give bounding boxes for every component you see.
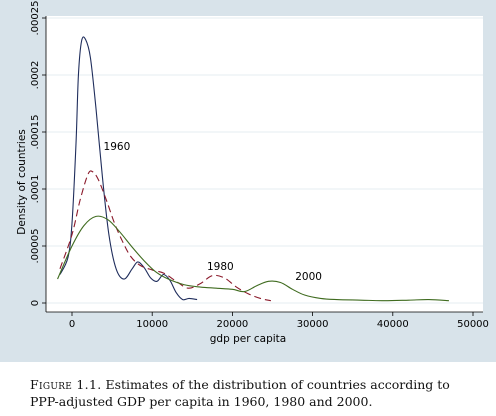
series-annotation-1960: 1960 — [104, 141, 131, 153]
y-tick-label: 0 — [30, 300, 41, 306]
series-line-2000 — [57, 215, 449, 302]
tick-layer: 0 10000 20000 30000 40000 50000 0 .00005 .0001 .0… — [30, 1, 489, 331]
series-annotation-2000: 2000 — [295, 271, 322, 283]
x-tick-label: 30000 — [297, 319, 329, 330]
density-chart: 0 10000 20000 30000 40000 50000 0 .00005 .0001 .0… — [16, 1, 489, 346]
x-tick-label: 20000 — [216, 319, 248, 330]
grid-layer — [46, 17, 483, 304]
y-tick-label: .00025 — [30, 1, 41, 36]
figure-panel: 0 10000 20000 30000 40000 50000 0 .00005 .0001 .0… — [0, 0, 496, 362]
figure-label: Figure 1.1. — [30, 377, 102, 392]
x-tick-label: 0 — [69, 319, 75, 330]
axis-layer — [45, 16, 483, 313]
figure-caption: Figure 1.1. Estimates of the distributio… — [30, 376, 480, 410]
series-layer — [57, 36, 449, 302]
y-axis-label: Density of countries — [16, 129, 28, 235]
series-line-1980 — [59, 170, 272, 302]
series-line-1960 — [59, 36, 198, 301]
series-annotation-1980: 1980 — [207, 261, 234, 273]
x-tick-label: 40000 — [377, 319, 409, 330]
plot-area — [46, 16, 483, 312]
annotation-layer: 1960 1980 2000 — [104, 141, 322, 283]
x-tick-label: 50000 — [457, 319, 489, 330]
y-tick-label: .0001 — [30, 175, 41, 204]
x-axis-label: gdp per capita — [210, 333, 286, 345]
y-tick-label: .0002 — [30, 61, 41, 90]
x-tick-label: 10000 — [136, 319, 168, 330]
y-tick-label: .00005 — [30, 229, 41, 264]
y-tick-label: .00015 — [30, 115, 41, 150]
caption-text: Estimates of the distribution of countri… — [30, 377, 450, 409]
